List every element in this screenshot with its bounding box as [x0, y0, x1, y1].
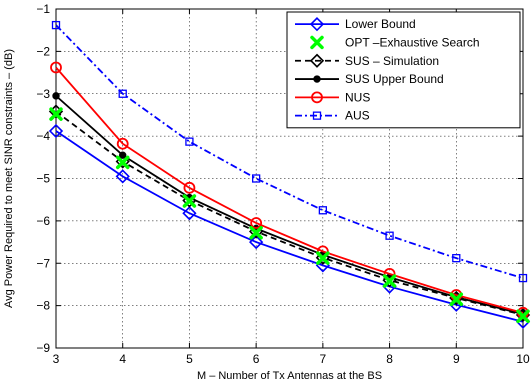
data-point: [516, 309, 530, 323]
x-tick-label: 10: [516, 352, 530, 366]
legend-item: AUS: [295, 109, 370, 123]
x-tick-label: 5: [186, 352, 193, 366]
data-point: [119, 151, 127, 159]
data-point: [309, 17, 325, 32]
data-point: [312, 111, 322, 120]
data-point: [182, 206, 197, 221]
legend-label: NUS: [345, 90, 370, 104]
y-tick-label: −6: [36, 214, 50, 228]
data-point: [51, 20, 61, 30]
series-line: [55, 95, 524, 315]
data-point: [48, 123, 64, 139]
legend-label: SUS – Simulation: [345, 54, 439, 68]
x-tick-label: 8: [386, 352, 393, 366]
data-point: [182, 194, 197, 208]
x-axis-label: M – Number of Tx Antennas at the BS: [197, 370, 382, 382]
legend-label: OPT –Exhaustive Search: [345, 35, 480, 49]
legend-item: SUS – Simulation: [295, 53, 439, 68]
data-point: [449, 292, 464, 307]
legend-item: SUS Upper Bound: [295, 72, 444, 86]
y-tick-label: −2: [36, 44, 50, 58]
x-tick-label: 6: [253, 352, 260, 366]
data-point: [310, 35, 324, 50]
x-tick-label: 3: [53, 352, 60, 366]
data-point: [251, 174, 261, 183]
series-2: [48, 104, 531, 323]
legend-label: Lower Bound: [345, 17, 416, 31]
data-point: [385, 231, 394, 240]
legend-label: AUS: [345, 109, 370, 123]
data-point: [115, 169, 130, 184]
y-tick-label: −4: [36, 129, 50, 143]
series-line: [55, 110, 524, 316]
data-point: [185, 137, 194, 146]
data-point: [49, 107, 63, 121]
data-point: [309, 53, 325, 68]
series-layer: [48, 20, 531, 329]
legend-label: SUS Upper Bound: [345, 72, 444, 86]
legend-item: OPT –Exhaustive Search: [310, 35, 480, 50]
y-tick-label: −3: [36, 87, 50, 101]
series-5: [51, 20, 528, 283]
data-point: [50, 61, 62, 74]
series-1: [49, 107, 530, 323]
data-point: [311, 91, 323, 104]
data-point: [452, 254, 461, 263]
data-point: [249, 234, 264, 250]
y-axis-label: Avg Power Required to meet SINR constrai…: [3, 49, 15, 308]
data-point: [249, 225, 263, 240]
y-tick-label: −5: [36, 172, 50, 186]
legend-item: Lower Bound: [295, 17, 416, 32]
data-point: [118, 89, 127, 98]
data-point: [115, 155, 130, 170]
y-tick-label: −9: [36, 341, 50, 355]
y-tick-label: −8: [36, 299, 50, 313]
data-point: [313, 75, 321, 83]
legend-item: NUS: [295, 90, 370, 104]
legend-box: [286, 11, 521, 129]
data-point: [316, 251, 330, 265]
y-tick-label: −7: [36, 256, 50, 270]
legend: Lower Bound OPT –Exhaustive Search SUS – S…: [286, 11, 521, 129]
data-point: [183, 181, 196, 194]
y-tick-label: −1: [36, 2, 50, 16]
data-point: [518, 273, 528, 283]
x-tick-label: 7: [320, 352, 327, 366]
data-point: [250, 217, 263, 229]
series-line: [55, 24, 524, 279]
x-tick-label: 9: [453, 352, 460, 366]
series-line: [55, 130, 524, 323]
data-point: [318, 206, 328, 215]
data-point: [382, 274, 397, 288]
series-line: [55, 66, 524, 314]
data-point: [116, 137, 129, 150]
x-tick-label: 4: [119, 352, 126, 366]
axis-ticks: 3 4 5 6 7 8 9 10 −9 −8 −7 −6 −5 −4 −3 −2 −1: [36, 2, 530, 366]
data-point: [52, 92, 60, 100]
